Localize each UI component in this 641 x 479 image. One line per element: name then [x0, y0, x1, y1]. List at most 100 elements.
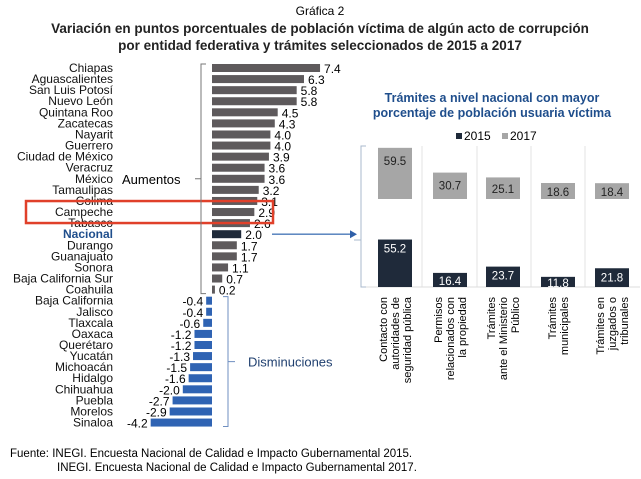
value-label: 0.2 — [219, 284, 236, 298]
value-label: -0.4 — [182, 306, 203, 320]
source-line2: INEGI. Encuesta Nacional de Calidad e Im… — [57, 462, 417, 474]
bar — [212, 185, 259, 194]
bar — [212, 163, 265, 172]
state-label: Chiapas — [69, 61, 113, 75]
category-label: Público — [510, 297, 522, 333]
bar — [212, 64, 321, 72]
value-label: -4.2 — [127, 417, 148, 431]
state-label: Guerrero — [65, 139, 113, 153]
state-label: Sonora — [74, 260, 113, 274]
panel-bracket — [354, 145, 366, 288]
value-label: -1.5 — [166, 361, 187, 375]
state-bar-chart: Chiapas 7.4 Aguascalientes 6.3 San Luis Poto… — [13, 61, 357, 431]
category-label: seguridad pública — [402, 296, 414, 383]
bar-2015 — [433, 272, 467, 287]
state-label: Yucatán — [70, 349, 113, 363]
category-label: juzgados o — [607, 297, 619, 351]
state-label: Campeche — [55, 205, 113, 219]
state-label: Aguascalientes — [32, 72, 113, 86]
category-label: municipales — [559, 297, 571, 356]
source-line1: Fuente: INEGI. Encuesta Nacional de Cali… — [10, 448, 412, 460]
bar-2017 — [378, 147, 412, 199]
bar — [206, 296, 212, 305]
bar — [182, 385, 212, 394]
state-label: Zacatecas — [58, 116, 113, 130]
highlight-box — [24, 199, 275, 225]
state-label: Tlaxcala — [68, 316, 113, 330]
legend-label-2015: 2015 — [464, 129, 491, 143]
value-label: 3.2 — [263, 184, 280, 198]
bar — [212, 263, 229, 272]
category-label: Contacto con — [378, 297, 390, 362]
bar-2017 — [486, 177, 520, 199]
arrow-head-icon — [350, 230, 357, 239]
value-label: -1.3 — [169, 350, 190, 364]
state-label: Hidalgo — [72, 371, 113, 385]
bar — [212, 86, 297, 95]
value-label-2017: 30.7 — [439, 181, 461, 193]
value-label: -0.6 — [180, 317, 201, 331]
category-label: relacionados con — [445, 297, 457, 380]
value-label: 2.0 — [245, 228, 262, 242]
value-label: 7.4 — [324, 62, 341, 76]
bar-2015 — [541, 276, 575, 287]
bar-2017 — [595, 183, 629, 199]
bar — [212, 252, 237, 261]
bar — [212, 130, 271, 139]
bar — [212, 174, 265, 183]
bar-2017 — [433, 172, 467, 199]
bar — [212, 97, 297, 106]
state-label: Jalisco — [76, 305, 113, 319]
bar — [194, 341, 212, 349]
bar — [212, 75, 304, 84]
value-label-2015: 21.8 — [601, 272, 623, 284]
bar-2015 — [486, 266, 520, 287]
legend-swatch-2017 — [502, 133, 508, 139]
value-label-2015: 23.7 — [492, 271, 514, 283]
state-label: Querétaro — [59, 338, 113, 352]
bar — [172, 396, 212, 405]
state-label: San Luis Potosí — [29, 83, 114, 97]
value-label: -1.2 — [171, 339, 192, 353]
bar — [212, 230, 242, 239]
bar — [188, 374, 212, 383]
state-label: Nacional — [63, 227, 113, 241]
value-label: -2.7 — [149, 394, 170, 408]
panel-title-line2: porcentaje de población usuaria víctima — [373, 106, 612, 120]
bar — [212, 152, 269, 161]
state-label: Nuevo León — [48, 94, 113, 108]
decrease-bracket — [223, 296, 235, 428]
value-label: -1.2 — [171, 328, 192, 342]
state-label: Baja California Sur — [13, 272, 113, 286]
state-label: Ciudad de México — [17, 150, 113, 164]
bar — [212, 108, 278, 117]
category-label: ante el Ministerio — [498, 297, 510, 380]
bar — [194, 329, 212, 338]
bar — [212, 274, 223, 283]
state-label: Morelos — [70, 404, 113, 418]
decrease-label: Disminuciones — [248, 355, 333, 370]
value-label: 3.6 — [269, 173, 286, 187]
bar — [169, 407, 212, 416]
state-label: Tamaulipas — [52, 183, 113, 197]
bar — [212, 141, 271, 150]
state-label: Nayarit — [75, 127, 114, 141]
value-label: 6.3 — [308, 73, 325, 87]
legend-label-2017: 2017 — [510, 129, 537, 143]
value-label: 3.9 — [273, 151, 290, 165]
value-label: 1.1 — [232, 261, 249, 275]
value-label: -2.0 — [159, 383, 180, 397]
bar — [212, 208, 255, 217]
bar — [212, 241, 237, 250]
state-label: Durango — [67, 238, 113, 252]
state-label: Sinaloa — [73, 416, 113, 430]
value-label: 4.3 — [279, 117, 296, 131]
value-label: 1.7 — [241, 239, 258, 253]
value-label-2017: 59.5 — [384, 156, 406, 168]
state-label: México — [75, 172, 113, 186]
state-label: Coahuila — [66, 283, 114, 297]
legend-swatch-2015 — [456, 133, 462, 139]
value-label: 1.7 — [241, 250, 258, 264]
bar — [190, 363, 212, 372]
value-label-2017: 18.6 — [547, 187, 569, 199]
